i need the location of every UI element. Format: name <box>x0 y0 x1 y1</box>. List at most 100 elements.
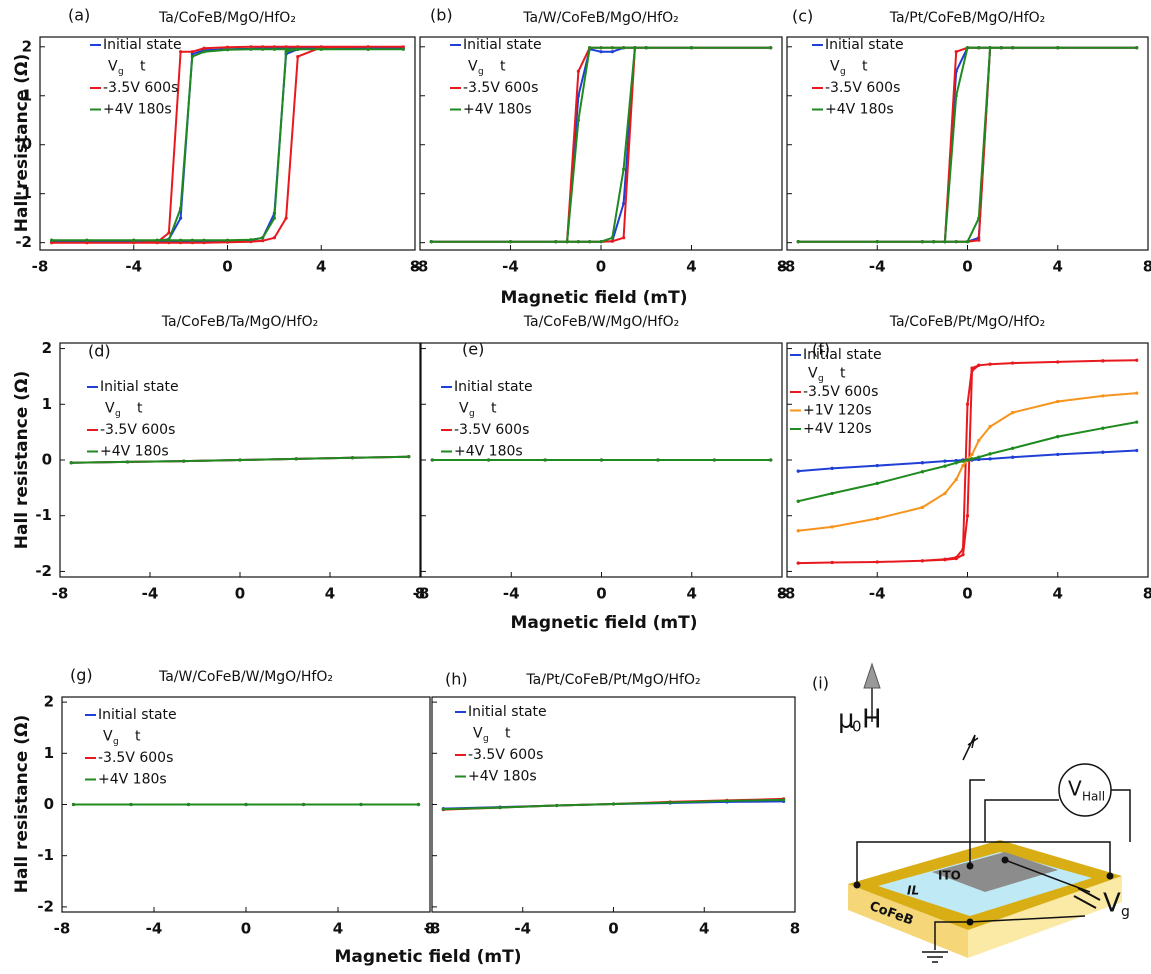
data-point <box>1011 446 1015 450</box>
data-point <box>225 45 230 49</box>
series-line <box>798 46 1137 243</box>
data-point <box>954 461 958 465</box>
data-point <box>599 458 604 462</box>
legend-header: g <box>818 374 824 384</box>
data-point <box>179 238 183 242</box>
data-point <box>125 460 130 464</box>
x-tick-label: -4 <box>514 920 531 938</box>
x-tick-label: 0 <box>608 920 618 938</box>
panel-label: (e) <box>462 340 484 359</box>
x-tick-label: 0 <box>235 585 245 603</box>
legend-header: V <box>473 726 483 742</box>
legend-header: g <box>113 737 119 747</box>
data-point <box>796 240 800 244</box>
data-point <box>284 45 288 49</box>
data-point <box>179 50 183 54</box>
diagram: (i) μ 0 H V Hall V g ITO IL Co <box>812 662 1131 963</box>
data-point <box>401 47 405 51</box>
series-line <box>51 47 404 243</box>
data-point <box>954 458 958 463</box>
series-line <box>51 45 404 244</box>
data-point <box>970 366 974 370</box>
chart: Ta/CoFeB/Pt/MgO/HfO₂ (f) -8 -4 0 4 8 Initial st… <box>779 314 1151 603</box>
panel-label: (f) <box>812 340 830 359</box>
data-point <box>565 240 569 244</box>
data-point <box>249 47 253 51</box>
x-tick-label: 4 <box>333 920 343 938</box>
legend-label: -3.5V 600s <box>103 80 178 96</box>
data-point <box>238 458 242 462</box>
data-point <box>796 561 800 565</box>
data-point <box>954 477 958 482</box>
data-point <box>961 553 965 557</box>
panel-label: (d) <box>88 342 111 361</box>
data-point <box>498 805 502 810</box>
legend-label: -3.5V 600s <box>454 422 529 438</box>
data-point <box>294 457 298 461</box>
data-point <box>261 236 265 240</box>
y-tick-label: -1 <box>37 846 54 864</box>
data-point <box>875 481 879 485</box>
data-point <box>1135 420 1139 424</box>
data-point <box>712 458 716 462</box>
legend-label: +4V 180s <box>98 772 167 788</box>
data-point <box>656 458 660 462</box>
data-point <box>977 438 981 443</box>
data-point <box>416 802 421 807</box>
data-point <box>244 802 248 807</box>
data-point <box>85 241 89 245</box>
y-tick-label: -1 <box>35 506 52 524</box>
data-point <box>611 802 616 806</box>
data-point <box>319 47 323 51</box>
x-tick-label: 8 <box>415 585 425 603</box>
data-point <box>1056 435 1060 439</box>
data-point <box>190 241 194 245</box>
data-point <box>1056 360 1060 364</box>
data-point <box>429 240 433 244</box>
data-point <box>1056 399 1060 404</box>
data-point <box>999 46 1003 50</box>
panel-label: (c) <box>792 7 813 26</box>
data-point <box>977 363 981 367</box>
data-point <box>977 238 981 242</box>
data-point <box>85 238 89 242</box>
legend-label: +4V 180s <box>103 102 172 118</box>
data-point <box>965 458 970 462</box>
legend-header: g <box>840 67 846 77</box>
data-point <box>988 457 992 461</box>
chart: Ta/CoFeB/Ta/MgO/HfO₂ (d) -8 -4 0 4 8 -2 -1 0 1 2 Hal… <box>12 314 698 633</box>
x-tick-label: 0 <box>962 258 972 276</box>
data-point <box>830 560 834 565</box>
panel-label: (h) <box>445 670 468 689</box>
legend-label: Initial state <box>825 37 904 53</box>
legend-label: +4V 180s <box>463 102 532 118</box>
legend-header: V <box>103 729 113 745</box>
data-point <box>932 240 936 244</box>
x-tick-label: -4 <box>125 258 142 276</box>
layer-label: ITO <box>938 869 961 883</box>
data-point <box>202 50 206 54</box>
data-point <box>167 241 171 245</box>
slab-front <box>848 884 968 958</box>
field-symbol: μ <box>838 705 855 735</box>
data-point <box>830 525 834 529</box>
data-point <box>487 458 491 462</box>
data-point <box>954 50 958 54</box>
data-point <box>359 802 363 807</box>
data-point <box>977 46 981 50</box>
legend-header: g <box>115 409 121 419</box>
data-point <box>965 240 970 244</box>
data-point <box>366 45 370 49</box>
data-point <box>988 362 992 366</box>
data-point <box>875 463 879 468</box>
series-line <box>798 46 1137 243</box>
data-point <box>1101 394 1105 398</box>
x-tick-label: -8 <box>32 258 49 276</box>
data-point <box>155 238 159 242</box>
legend-header: g <box>469 409 475 419</box>
data-point <box>920 559 924 563</box>
data-point <box>977 457 981 462</box>
chart-title: Ta/W/CoFeB/W/MgO/HfO₂ <box>158 669 333 685</box>
legend-header: t <box>140 59 146 75</box>
